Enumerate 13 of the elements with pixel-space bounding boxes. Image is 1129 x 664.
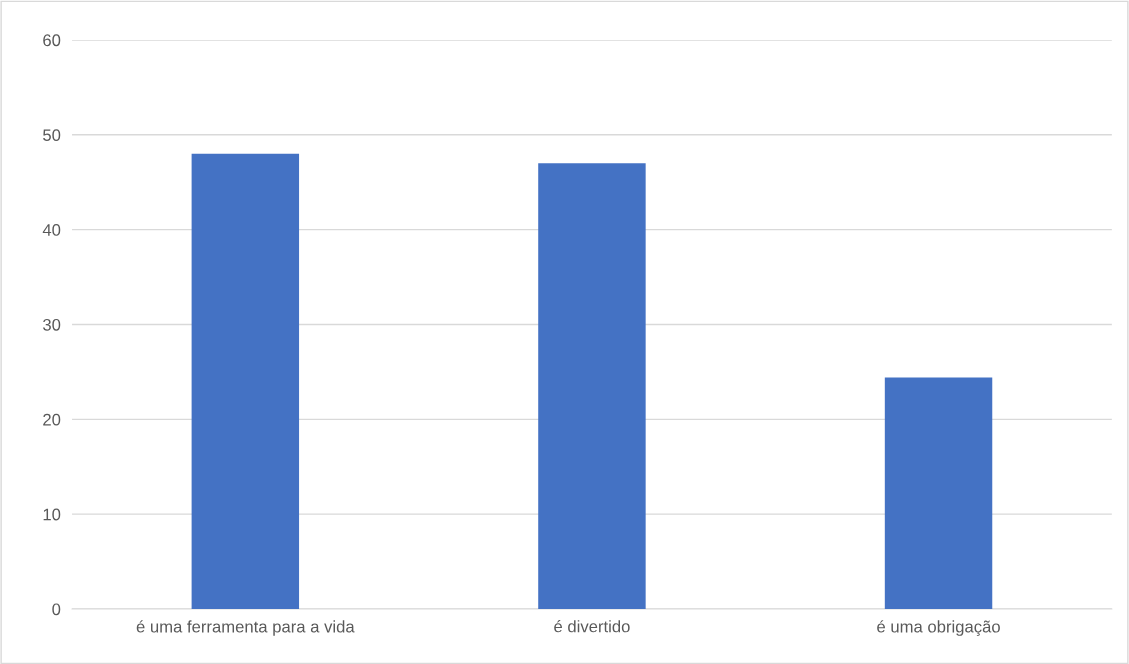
bar <box>191 153 300 610</box>
y-tick-label: 60 <box>43 34 61 47</box>
y-tick-label: 40 <box>42 224 61 236</box>
x-tick-label: é divertido <box>554 619 630 633</box>
y-tick-label: 0 <box>52 603 61 616</box>
y-tick-label: 10 <box>43 508 61 521</box>
x-tick-label: é uma ferramenta para a vida <box>136 620 355 636</box>
y-tick-label: 50 <box>43 129 61 142</box>
bar <box>884 377 993 610</box>
x-tick-label: é uma obrigação <box>877 620 1000 636</box>
y-tick-label: 30 <box>43 318 61 331</box>
y-tick-label: 20 <box>43 413 61 426</box>
bar <box>538 163 646 610</box>
